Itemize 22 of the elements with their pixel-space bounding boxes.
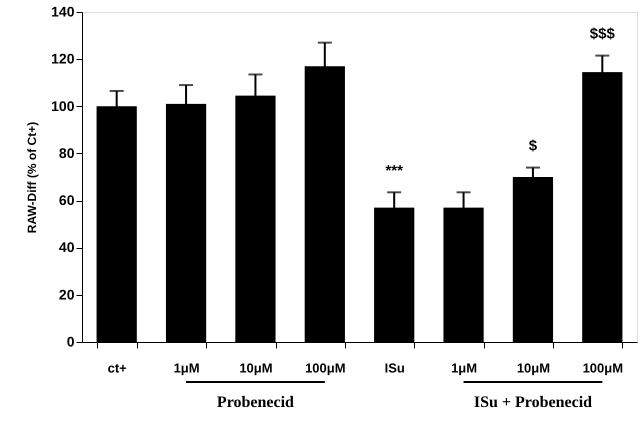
x-tick-label: ISu: [384, 360, 405, 376]
y-tick-label: 20: [58, 286, 75, 302]
text: ISu + Probenecid: [474, 394, 592, 411]
x-tick-label: 1μM: [451, 360, 478, 376]
annotation: $: [528, 138, 538, 155]
y-tick-label: 80: [58, 144, 75, 161]
y-tick-label: 100: [51, 98, 75, 114]
annotation: $$$: [590, 26, 616, 43]
x-tick-label: 100μM: [305, 360, 346, 376]
x-tick-label: 10μM: [239, 360, 273, 376]
x-tick-label: 10μM: [516, 360, 550, 376]
x-tick-label: ct+: [108, 360, 128, 376]
y-axis-title: RAW-Diff (% of Ct+): [25, 122, 40, 234]
text: Probenecid: [216, 394, 294, 411]
x-tick-label: 100μM: [582, 360, 624, 376]
y-tick-label: 40: [58, 239, 75, 256]
y-tick-label: 140: [51, 4, 75, 20]
y-tick-label: 120: [51, 50, 75, 67]
x-tick-label: 1μM: [174, 360, 200, 376]
y-tick-label: 0: [66, 334, 75, 350]
y-tick-label: 60: [58, 192, 75, 208]
annotation: ***: [385, 162, 404, 180]
